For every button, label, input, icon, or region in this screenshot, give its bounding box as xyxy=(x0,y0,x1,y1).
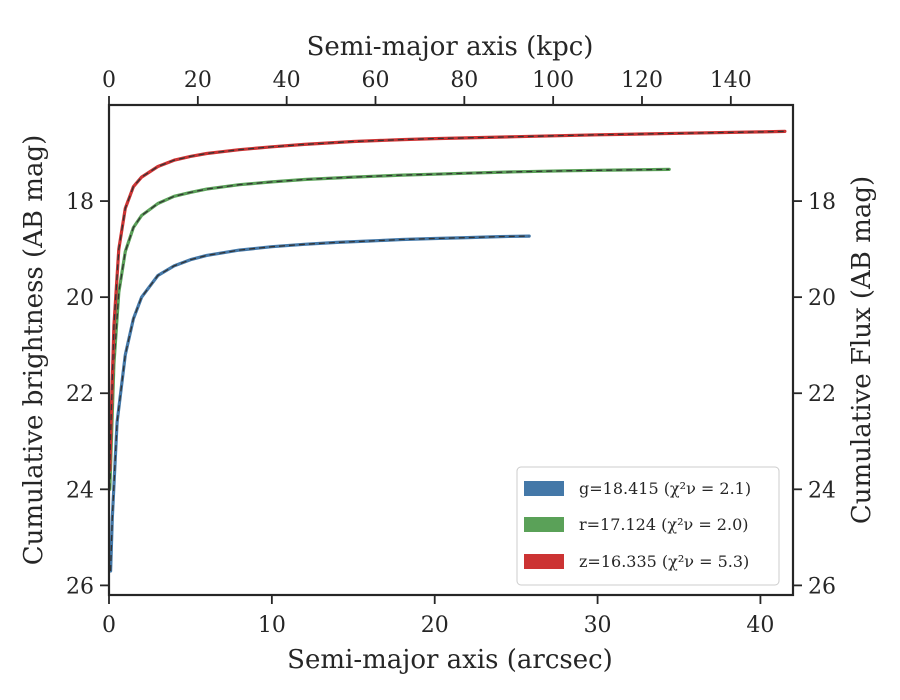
legend-name-r: r=17.124 xyxy=(579,515,656,534)
series-line-0 xyxy=(108,234,531,573)
y-tick-label: 24 xyxy=(66,478,94,503)
y2-tick-label: 26 xyxy=(808,574,836,599)
legend-label-z: z=16.335 (χ²ν = 5.3) xyxy=(579,552,749,571)
legend-chi2-r: χ²ν = 2.0 xyxy=(667,515,742,534)
x2-tick-label: 60 xyxy=(361,68,389,93)
legend-chi2-z: χ²ν = 5.3 xyxy=(668,552,743,571)
x2-tick-label: 120 xyxy=(621,68,663,93)
x-tick-label: 20 xyxy=(421,613,449,638)
x2-axis-label: Semi-major axis (kpc) xyxy=(307,32,594,62)
y-tick-label: 20 xyxy=(66,286,94,311)
ticks-layer: 0 10 20 30 40 0 20 40 60 80 100 120 140 18 18 20 20 22 22 2… xyxy=(66,68,836,638)
legend-swatch-z xyxy=(524,554,564,569)
x-tick-label: 10 xyxy=(258,613,286,638)
x2-tick-label: 100 xyxy=(532,68,574,93)
y2-tick-label: 24 xyxy=(808,478,836,503)
series-layer xyxy=(108,129,787,573)
legend-name-g: g=18.415 xyxy=(579,479,659,498)
legend: g=18.415 (χ²ν = 2.1) r=17.124 (χ²ν = 2.0… xyxy=(516,466,780,586)
legend-chi2-g: χ²ν = 2.1 xyxy=(670,479,745,498)
x2-tick-label: 140 xyxy=(710,68,752,93)
legend-label-r: r=17.124 (χ²ν = 2.0) xyxy=(579,515,749,534)
y-axis-label: Cumulative brightness (AB mag) xyxy=(19,135,49,566)
y2-axis-label: Cumulative Flux (AB mag) xyxy=(847,176,877,524)
x2-tick-label: 40 xyxy=(273,68,301,93)
series-line-2 xyxy=(108,129,787,472)
series-model-line-1 xyxy=(109,168,670,490)
y-tick-label: 22 xyxy=(66,382,94,407)
y2-tick-label: 18 xyxy=(808,190,836,215)
series-model-line-2 xyxy=(109,130,785,471)
x-axis-label: Semi-major axis (arcsec) xyxy=(287,645,613,675)
y-tick-label: 26 xyxy=(66,574,94,599)
x-tick-label: 30 xyxy=(584,613,612,638)
legend-box xyxy=(516,466,780,586)
legend-name-z: z=16.335 xyxy=(579,552,657,571)
legend-swatch-g xyxy=(524,481,564,496)
x2-tick-label: 80 xyxy=(450,68,478,93)
x2-tick-label: 0 xyxy=(102,68,116,93)
legend-swatch-r xyxy=(524,517,564,532)
x-tick-label: 0 xyxy=(102,613,116,638)
series-model-line-0 xyxy=(109,235,530,572)
plot-frame xyxy=(107,103,795,597)
x-tick-label: 40 xyxy=(746,613,774,638)
x2-tick-label: 20 xyxy=(184,68,212,93)
legend-label-g: g=18.415 (χ²ν = 2.1) xyxy=(579,479,751,498)
series-line-1 xyxy=(108,167,671,491)
y-tick-label: 18 xyxy=(66,190,94,215)
y2-tick-label: 22 xyxy=(808,382,836,407)
y2-tick-label: 20 xyxy=(808,286,836,311)
